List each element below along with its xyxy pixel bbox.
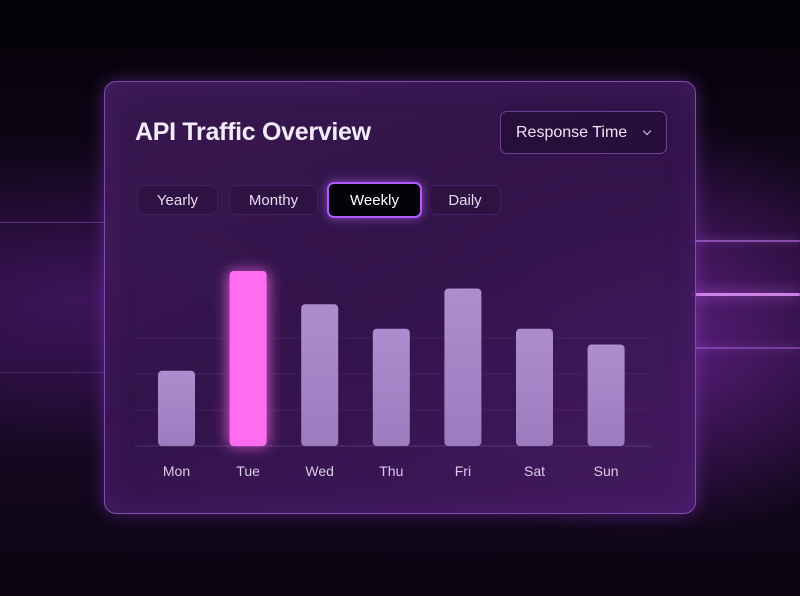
x-tick-label-fri: Fri <box>455 463 471 479</box>
tab-monthy[interactable]: Monthy <box>229 185 318 215</box>
bar-wed[interactable] <box>301 304 339 446</box>
x-tick-label-sun: Sun <box>594 463 619 479</box>
bar-fri[interactable] <box>444 288 482 447</box>
tab-weekly[interactable]: Weekly <box>327 182 422 218</box>
x-tick-label-wed: Wed <box>305 463 334 479</box>
light-streak <box>690 347 800 349</box>
bar-thu[interactable] <box>372 328 410 446</box>
x-tick-label-thu: Thu <box>379 463 403 479</box>
tab-yearly[interactable]: Yearly <box>137 185 218 215</box>
metric-dropdown[interactable]: Response Time <box>500 111 667 154</box>
bar-sat[interactable] <box>516 328 553 446</box>
x-tick-label-tue: Tue <box>236 463 260 479</box>
x-tick-label-mon: Mon <box>163 463 190 479</box>
bar-chart: Mon Tue Wed Thu Fri Sat Sun <box>135 271 650 479</box>
light-streak <box>0 372 110 373</box>
light-streak <box>0 222 110 223</box>
bar-mon[interactable] <box>158 370 195 446</box>
metric-dropdown-value: Response Time <box>516 123 628 141</box>
tab-daily[interactable]: Daily <box>429 185 501 215</box>
bar-tue[interactable] <box>229 271 267 446</box>
chart-title: API Traffic Overview <box>135 118 371 146</box>
light-streak <box>690 240 800 242</box>
bar-sun[interactable] <box>587 344 625 447</box>
chart-card: API Traffic Overview Response Time Yearl… <box>104 81 696 514</box>
light-streak <box>690 293 800 296</box>
x-tick-label-sat: Sat <box>524 463 545 479</box>
